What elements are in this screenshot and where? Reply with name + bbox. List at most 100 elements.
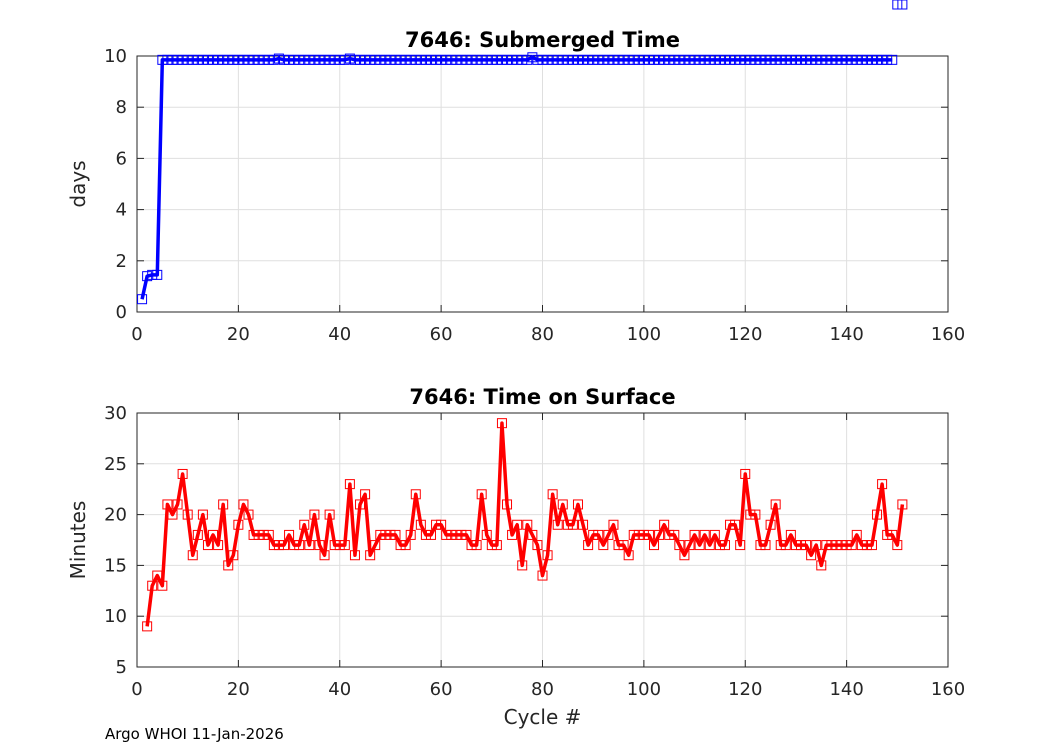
data-point [522, 54, 533, 65]
data-point [223, 560, 234, 571]
data-point [248, 54, 259, 65]
data-point [603, 54, 614, 65]
data-point [339, 540, 350, 551]
data-point [740, 54, 751, 65]
data-point [238, 54, 249, 65]
data-point [861, 540, 872, 551]
data-point [897, 499, 908, 510]
data-point [471, 54, 482, 65]
data-point [420, 54, 431, 65]
data-point [760, 54, 771, 65]
x-tick-label: 100 [627, 679, 661, 700]
data-point [258, 54, 269, 65]
data-point [380, 54, 391, 65]
data-point [562, 54, 573, 65]
data-point [395, 54, 406, 65]
data-point [562, 519, 573, 530]
data-point [334, 540, 345, 551]
data-point [385, 54, 396, 65]
chart-title: 7646: Submerged Time [405, 28, 680, 52]
data-point [806, 550, 817, 561]
data-point [826, 540, 837, 551]
data-point [192, 54, 203, 65]
data-point [344, 53, 355, 64]
data-point [699, 529, 710, 540]
data-point [552, 519, 563, 530]
x-tick-label: 140 [829, 324, 863, 345]
data-point [355, 54, 366, 65]
data-point [740, 468, 751, 479]
data-point [522, 519, 533, 530]
data-point [608, 519, 619, 530]
data-point [826, 54, 837, 65]
series-line [145, 421, 905, 627]
data-point [552, 54, 563, 65]
data-point [415, 519, 426, 530]
x-tick-label: 120 [728, 679, 762, 700]
data-point [887, 529, 898, 540]
data-point [856, 54, 867, 65]
data-point [360, 54, 371, 65]
data-point [496, 54, 507, 65]
data-point [425, 529, 436, 540]
data-point [228, 54, 239, 65]
data-point [370, 54, 381, 65]
data-point [486, 54, 497, 65]
data-point [405, 529, 416, 540]
data-point [654, 54, 665, 65]
data-point [324, 54, 335, 65]
data-point [765, 519, 776, 530]
data-point [750, 509, 761, 520]
data-point [137, 294, 148, 305]
data-point [248, 529, 259, 540]
data-point [202, 540, 213, 551]
data-point [669, 529, 680, 540]
data-point [481, 54, 492, 65]
x-tick-label: 160 [931, 679, 965, 700]
time-on-surface-chart: 0 20 40 60 80 100 120 140 160 5 10 15 20 25 30 7646: T… [66, 385, 965, 729]
data-point [263, 529, 274, 540]
data-point [319, 550, 330, 561]
data-point [527, 52, 538, 63]
data-point [192, 529, 203, 540]
data-point [765, 54, 776, 65]
data-point [390, 54, 401, 65]
data-point [329, 540, 340, 551]
y-tick-label: 10 [104, 46, 127, 67]
data-point [456, 54, 467, 65]
data-point [633, 54, 644, 65]
data-point [461, 529, 472, 540]
data-point [897, 0, 908, 10]
data-point [790, 54, 801, 65]
data-point [278, 540, 289, 551]
data-point [811, 54, 822, 65]
y-tick-label: 25 [104, 454, 127, 475]
x-axis-label: Cycle # [504, 705, 582, 729]
data-point [796, 54, 807, 65]
data-point [755, 54, 766, 65]
data-point [725, 54, 736, 65]
data-point [187, 54, 198, 65]
data-point [572, 499, 583, 510]
data-point [360, 489, 371, 500]
data-point [273, 540, 284, 551]
y-tick-label: 8 [116, 97, 127, 118]
data-point [466, 54, 477, 65]
data-point [816, 560, 827, 571]
data-point [643, 54, 654, 65]
data-point [892, 540, 903, 551]
data-point [750, 54, 761, 65]
data-point [400, 54, 411, 65]
data-point [542, 54, 553, 65]
data-point [157, 54, 168, 65]
data-point [304, 540, 315, 551]
data-point [329, 54, 340, 65]
data-point [304, 54, 315, 65]
data-point [517, 54, 528, 65]
data-point [537, 54, 548, 65]
data-point [223, 54, 234, 65]
data-point [770, 499, 781, 510]
data-point [446, 54, 457, 65]
data-point [208, 529, 219, 540]
data-point [613, 540, 624, 551]
